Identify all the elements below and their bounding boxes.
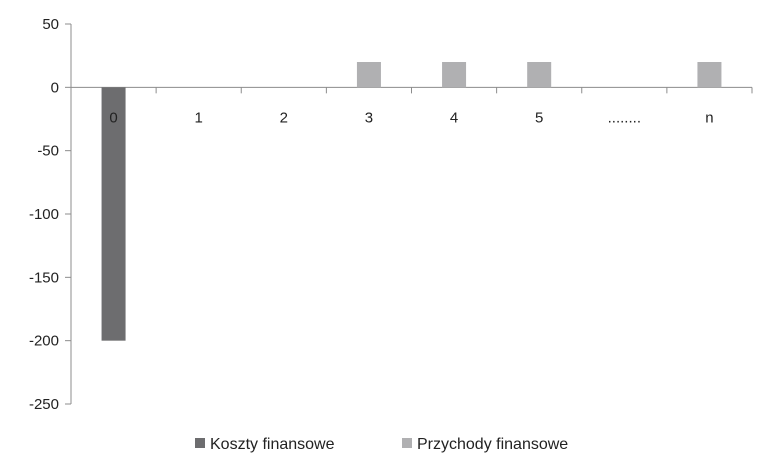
x-tick-label: n xyxy=(705,109,713,126)
bar-przychody-7 xyxy=(697,62,722,88)
bar-przychody-4 xyxy=(442,62,467,88)
bar-przychody-5 xyxy=(527,62,552,88)
x-tick-label: 1 xyxy=(195,109,203,126)
bar-koszty-0 xyxy=(101,87,126,341)
y-tick-label: -150 xyxy=(29,269,59,286)
bar-series xyxy=(101,62,722,341)
x-tick-label: 0 xyxy=(109,109,117,126)
legend-swatch xyxy=(402,438,412,448)
legend-label: Koszty finansowe xyxy=(210,436,335,453)
x-tick-label: 3 xyxy=(365,109,373,126)
y-tick-label: -200 xyxy=(29,333,59,350)
legend-label: Przychody finansowe xyxy=(417,436,568,453)
y-axis-ticks: 50 0 -50 -100 -150 -200 -250 xyxy=(29,16,71,413)
y-tick-label: -100 xyxy=(29,206,59,223)
x-tick-label: 2 xyxy=(280,109,288,126)
legend-swatch xyxy=(195,438,205,448)
bar-przychody-3 xyxy=(356,62,381,88)
y-tick-label: -50 xyxy=(37,143,59,160)
x-axis-ticks: 0 1 2 3 4 5........ n xyxy=(70,87,753,126)
y-tick-label: -250 xyxy=(29,396,59,413)
x-tick-label: 4 xyxy=(450,109,458,126)
y-tick-label: 0 xyxy=(51,79,59,96)
y-tick-label: 50 xyxy=(42,16,59,33)
x-tick-label: ........ xyxy=(608,109,641,126)
legend: Koszty finansowe Przychody finansowe xyxy=(195,436,568,453)
x-tick-label: 5 xyxy=(535,109,543,126)
